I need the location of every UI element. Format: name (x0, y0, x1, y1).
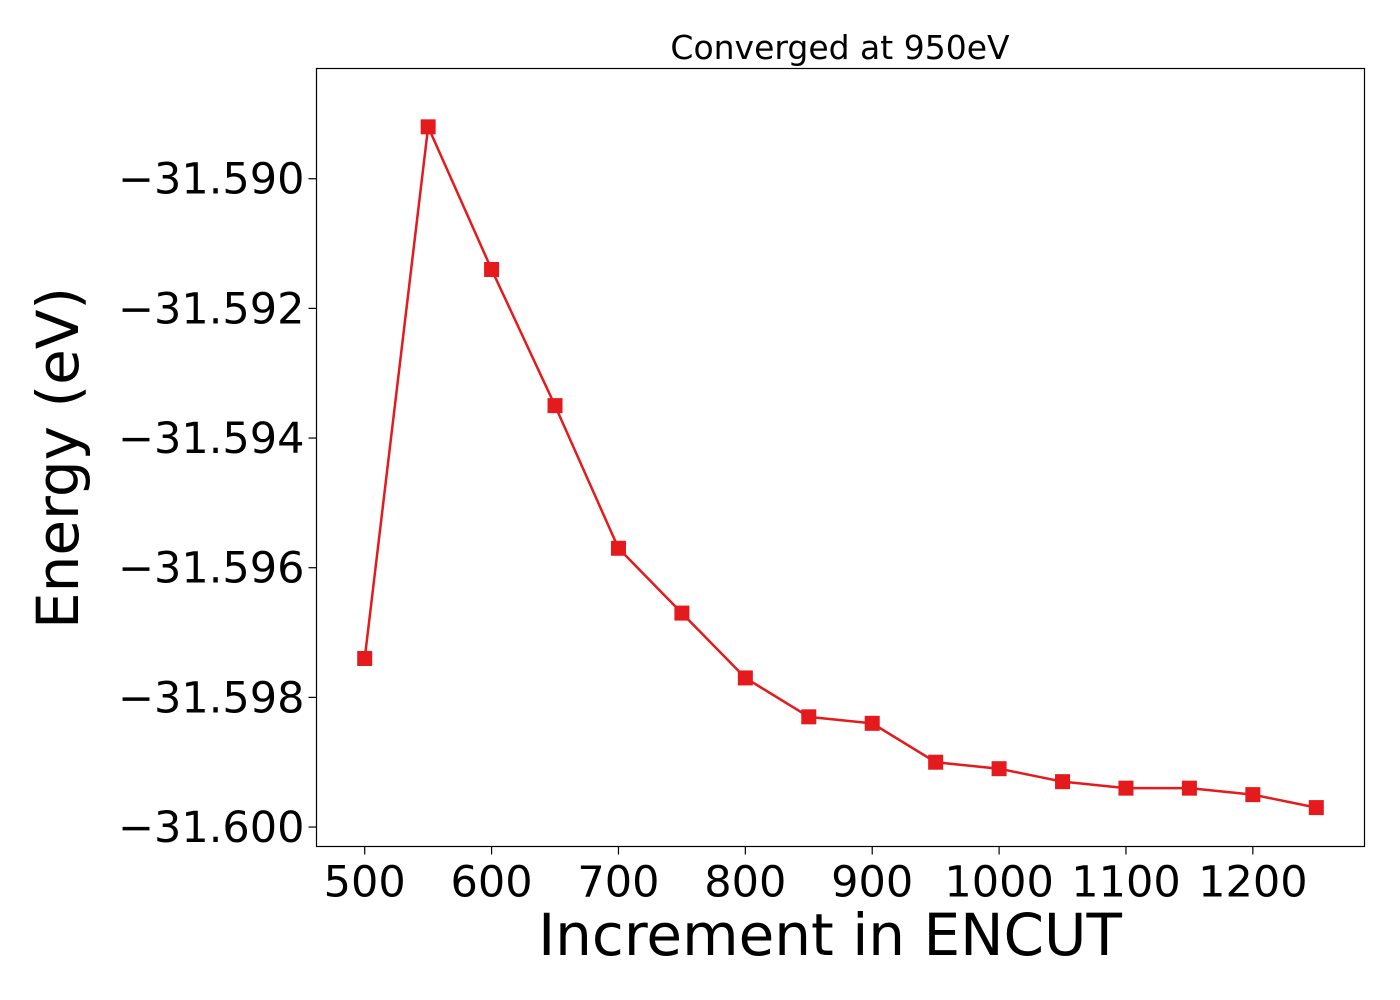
y-tick-label: −31.600 (118, 803, 305, 853)
data-point (547, 398, 563, 414)
x-axis-title: Increment in ENCUT (538, 901, 1122, 969)
x-tick-label: 1000 (944, 858, 1053, 908)
x-tick-label: 600 (451, 858, 533, 908)
x-axis: 500 600 700 800 900 1000 1100 1200 (324, 846, 1308, 908)
y-tick-label: −31.598 (118, 673, 305, 723)
y-tick-label: −31.596 (118, 544, 305, 594)
y-tick-label: −31.594 (118, 414, 305, 464)
chart-title: Converged at 950eV (670, 28, 1010, 67)
y-tick-label: −31.592 (118, 284, 305, 334)
data-point (1308, 800, 1324, 816)
x-tick-label: 1100 (1071, 858, 1180, 908)
y-axis-title: Energy (eV) (24, 287, 92, 629)
data-point (991, 761, 1007, 777)
data-point (357, 650, 373, 666)
x-tick-label: 800 (704, 858, 786, 908)
data-point (674, 605, 690, 621)
data-point (610, 540, 626, 556)
plot-area (357, 119, 1324, 816)
x-tick-label: 500 (324, 858, 406, 908)
y-axis: −31.590 −31.592 −31.594 −31.596 −31.598 −31.6… (118, 155, 317, 853)
data-point (1181, 780, 1197, 796)
x-tick-label: 900 (831, 858, 913, 908)
data-point (1055, 774, 1071, 790)
data-point (801, 709, 817, 725)
series-line (363, 125, 1317, 809)
data-point (1245, 787, 1261, 803)
data-point (928, 754, 944, 770)
data-point (484, 261, 500, 277)
data-point (1118, 780, 1134, 796)
data-point (737, 670, 753, 686)
x-tick-label: 1200 (1198, 858, 1307, 908)
x-tick-label: 700 (577, 858, 659, 908)
y-tick-label: −31.590 (118, 155, 305, 205)
plot-frame (315, 67, 1366, 848)
data-point (864, 715, 880, 731)
data-point (420, 119, 436, 135)
